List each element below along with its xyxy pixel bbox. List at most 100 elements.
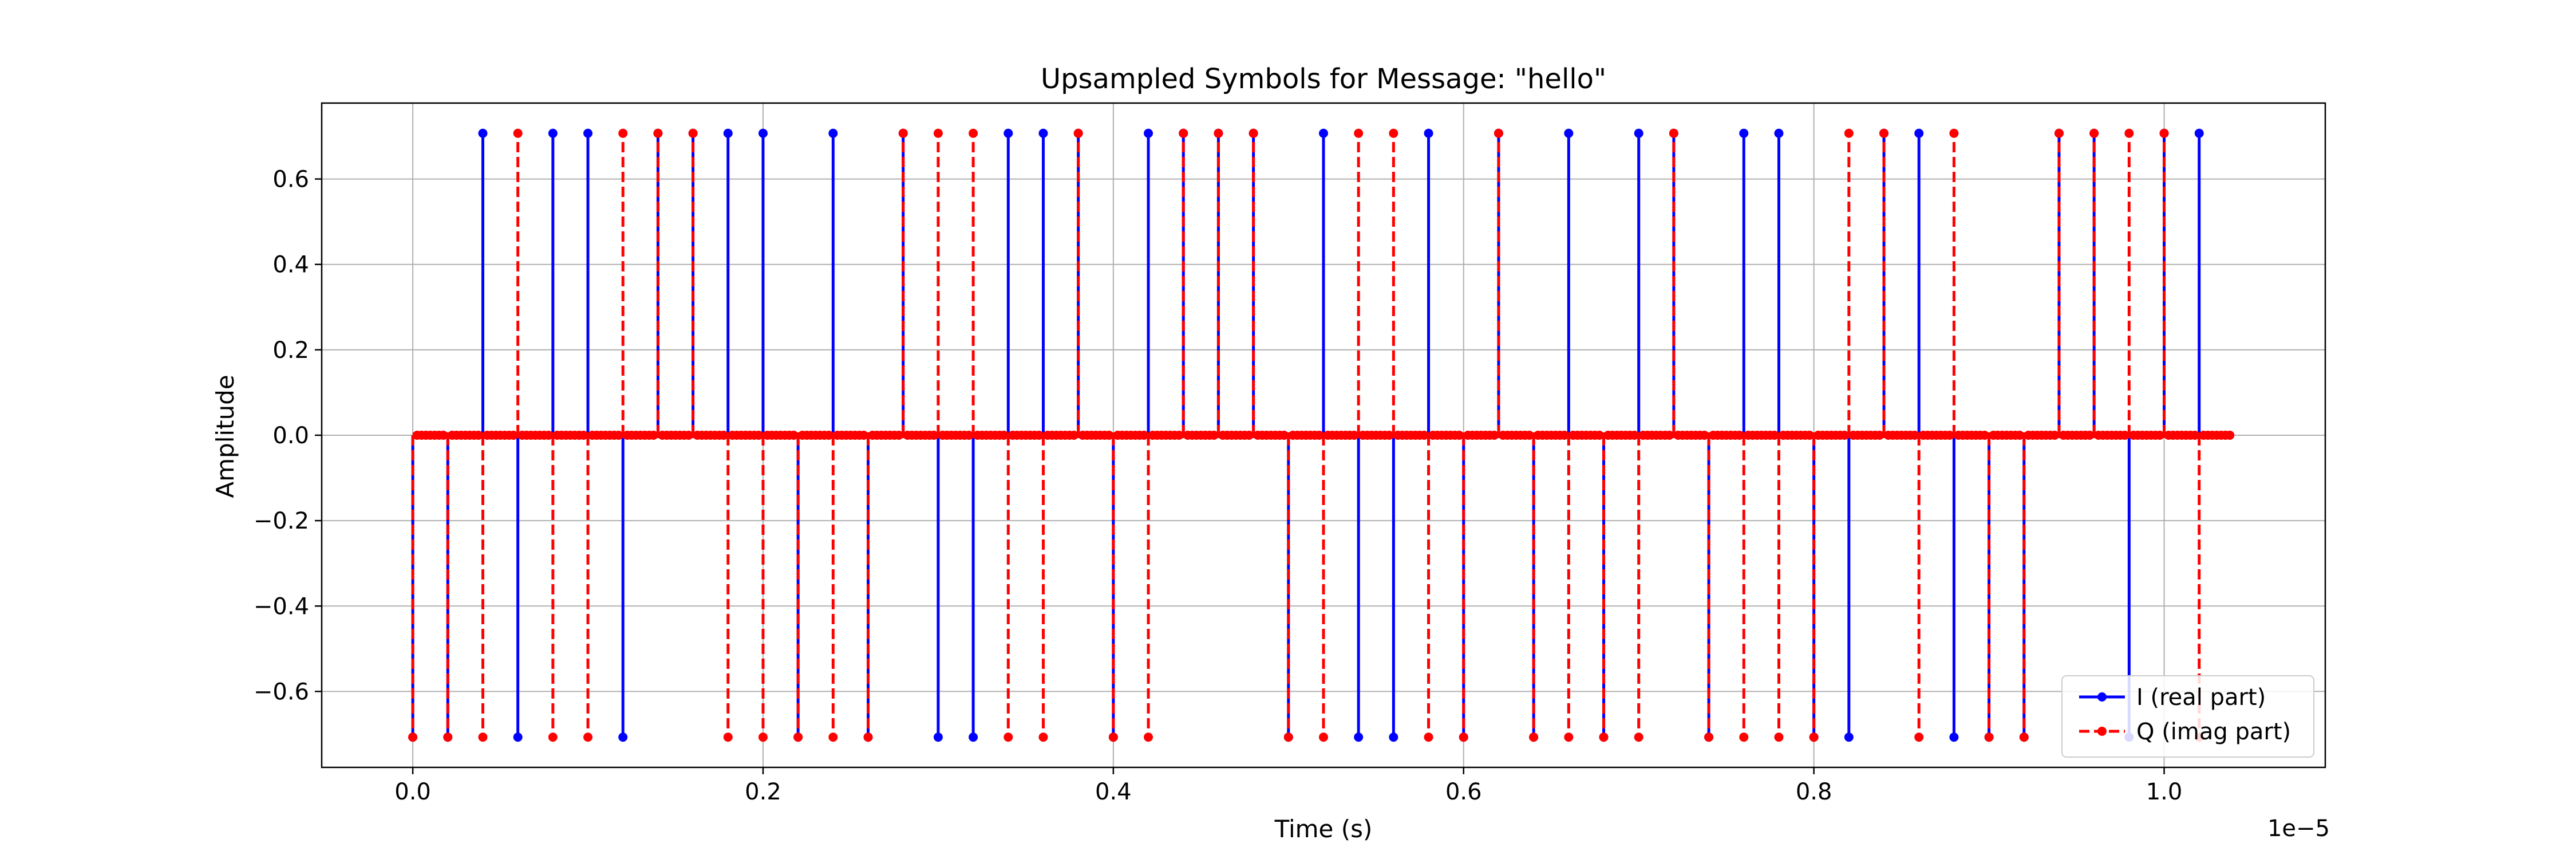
stem-marker (758, 732, 768, 742)
zero-sample-marker (438, 431, 448, 440)
stem-marker (583, 128, 593, 138)
zero-sample-marker (544, 431, 554, 440)
zero-sample-marker (2225, 431, 2235, 440)
zero-sample-marker (1945, 431, 1954, 440)
stem-marker (478, 128, 488, 138)
stem-marker (1634, 128, 1643, 138)
zero-sample-marker (1314, 431, 1324, 440)
zero-sample-marker (964, 431, 974, 440)
zero-sample-marker (1209, 431, 1219, 440)
zero-sample-marker (2015, 431, 2025, 440)
zero-sample-marker (2120, 431, 2129, 440)
series-q-stems (408, 128, 2204, 742)
zero-sample-marker (1384, 431, 1394, 440)
stem-marker (1249, 128, 1258, 138)
stem-marker (1844, 732, 1854, 742)
stem-marker (1459, 732, 1468, 742)
stem-marker (1144, 128, 1153, 138)
legend-q-marker (2097, 727, 2107, 736)
y-axis-label: Amplitude (211, 375, 239, 498)
stem-marker (828, 128, 838, 138)
stem-marker (969, 128, 978, 138)
stem-marker (653, 128, 663, 138)
zero-sample-marker (2190, 431, 2200, 440)
zero-sample-marker (614, 431, 623, 440)
zero-sample-marker (1139, 431, 1149, 440)
stem-marker (618, 128, 628, 138)
stem-marker (1319, 128, 1328, 138)
zero-sample-marker (824, 431, 833, 440)
stem-marker (1564, 128, 1574, 138)
x-tick-label: 0.4 (1095, 779, 1132, 805)
stem-marker (513, 128, 523, 138)
zero-sample-marker (789, 431, 799, 440)
stem-marker (548, 128, 558, 138)
legend-i-label: I (real part) (2136, 684, 2266, 711)
stem-plot (408, 128, 2235, 742)
zero-sample-marker (509, 431, 519, 440)
stem-marker (898, 128, 908, 138)
zero-sample-marker (1910, 431, 1919, 440)
stem-marker (548, 732, 558, 742)
zero-sample-marker (894, 431, 904, 440)
stem-marker (1038, 732, 1048, 742)
stem-marker (2054, 128, 2064, 138)
x-tick-label: 0.0 (394, 779, 431, 805)
stem-marker (1774, 732, 1784, 742)
stem-marker (1179, 128, 1188, 138)
stem-marker (1424, 732, 1433, 742)
stem-marker (1564, 732, 1574, 742)
zero-sample-marker (1559, 431, 1569, 440)
x-tick-label: 0.8 (1796, 779, 1832, 805)
y-tick-label: 0.0 (272, 423, 309, 449)
zero-sample-marker (1665, 431, 1674, 440)
stem-marker (1914, 732, 1924, 742)
zero-sample-marker (1455, 431, 1464, 440)
stem-marker (1389, 128, 1398, 138)
stem-marker (1003, 128, 1013, 138)
stem-marker (1283, 732, 1293, 742)
stem-marker (1809, 732, 1819, 742)
zero-sample-marker (1875, 431, 1884, 440)
chart-title: Upsampled Symbols for Message: "hello" (1041, 63, 1606, 95)
zero-sample-marker (2050, 431, 2060, 440)
zero-sample-marker (1279, 431, 1289, 440)
stem-marker (1739, 732, 1749, 742)
stem-marker (443, 732, 453, 742)
x-axis-label: Time (s) (1274, 815, 1373, 843)
legend: I (real part) Q (imag part) (2061, 675, 2314, 758)
stem-marker (723, 732, 733, 742)
zero-sample-marker (579, 431, 588, 440)
stem-marker (1003, 732, 1013, 742)
stem-marker (758, 128, 768, 138)
stem-marker (1949, 128, 1959, 138)
stem-marker (1529, 732, 1539, 742)
stem-marker (1494, 128, 1503, 138)
zero-sample-marker (1700, 431, 1709, 440)
stem-marker (828, 732, 838, 742)
x-tick-label: 0.6 (1445, 779, 1482, 805)
x-axis-offset-label: 1e−5 (2267, 815, 2330, 842)
stem-marker (583, 732, 593, 742)
zero-sample-marker (1804, 431, 1814, 440)
stem-marker (1108, 732, 1118, 742)
stem-marker (1704, 732, 1714, 742)
legend-i-marker (2097, 692, 2107, 702)
zero-sample-marker (2085, 431, 2095, 440)
zero-sample-marker (2155, 431, 2164, 440)
stem-marker (2194, 128, 2204, 138)
stem-marker (1669, 128, 1678, 138)
stem-marker (2159, 128, 2169, 138)
stem-marker (1354, 128, 1364, 138)
stem-marker (793, 732, 803, 742)
zero-sample-marker (1594, 431, 1604, 440)
zero-sample-marker (473, 431, 483, 440)
zero-sample-marker (1069, 431, 1079, 440)
stem-marker (969, 732, 978, 742)
zero-sample-marker (929, 431, 939, 440)
stem-marker (1424, 128, 1433, 138)
stem-marker (1144, 732, 1153, 742)
stem-marker (618, 732, 628, 742)
zero-sample-marker (1419, 431, 1429, 440)
